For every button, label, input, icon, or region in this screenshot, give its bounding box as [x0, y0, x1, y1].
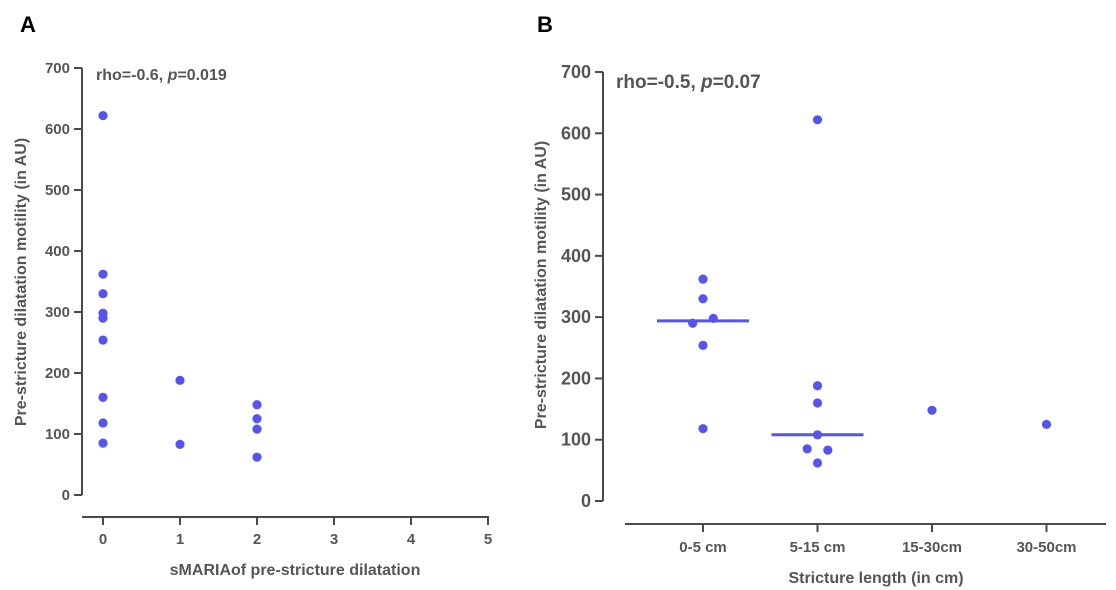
panel-a-data-point: [98, 392, 108, 402]
panel-b-stat-p: p: [700, 72, 713, 93]
panel-a-data-point: [98, 335, 108, 345]
panel-a-stat-suffix: =0.019: [177, 67, 226, 84]
panel-b-y-tick-label: 700: [561, 62, 591, 82]
panel-b-x-tick-label: 0-5 cm: [679, 539, 727, 556]
panel-a-y-axis: 0 100 200 300 400 500 600 700: [45, 60, 83, 504]
panel-a-stat-prefix: rho=-0.6,: [96, 67, 168, 84]
panel-b-data-point: [802, 444, 812, 454]
panel-b-x-tick-label: 30-50cm: [1016, 539, 1076, 556]
panel-b-x-axis-title: Stricture length (in cm): [788, 570, 963, 587]
panel-a-x-axis: 0 1 2 3 4 5: [82, 516, 492, 548]
panel-a: A rho=-0.6, p=0.019 0 100 200 300 400 500 600 7…: [13, 12, 492, 579]
panel-a-y-axis-title: Pre-stricture dilatation motility (in AU…: [13, 138, 30, 426]
panel-b-data-point: [698, 424, 708, 434]
panel-a-y-tick-label: 600: [45, 121, 70, 138]
panel-b-y-axis: 0 100 200 300 400 500 600 700: [561, 62, 604, 511]
panel-b-data-point: [698, 340, 708, 350]
panel-b-y-tick-label: 300: [561, 307, 591, 327]
panel-a-data-point: [98, 438, 108, 448]
panel-a-y-tick-label: 300: [45, 304, 70, 321]
panel-a-y-tick-label: 700: [45, 60, 70, 77]
panel-b-x-tick-label: 5-15 cm: [790, 539, 846, 556]
panel-a-x-tick-label: 4: [407, 531, 416, 548]
panel-a-data-point: [252, 424, 262, 434]
panel-b-data-point: [698, 274, 708, 284]
panel-a-data-point: [98, 110, 108, 121]
panel-b-data-point: [812, 115, 823, 125]
panel-a-y-tick-label: 100: [45, 426, 70, 443]
panel-b-y-tick-label: 0: [581, 491, 591, 511]
panel-b-y-tick-label: 600: [561, 123, 591, 143]
panel-a-data-point: [175, 375, 185, 385]
panel-b-data-point: [812, 398, 823, 408]
panel-a-data-point: [252, 414, 262, 424]
panel-a-x-tick-label: 3: [330, 531, 338, 548]
panel-b-data-point: [688, 318, 698, 328]
panel-a-label: A: [20, 12, 36, 37]
panel-b-label: B: [537, 12, 553, 37]
panel-a-data-point: [98, 289, 108, 299]
panel-b-x-tick-label: 15-30cm: [902, 539, 962, 556]
panel-b-data-point: [1041, 419, 1052, 429]
panel-b-points: [688, 115, 1052, 468]
panel-b-y-tick-label: 500: [561, 185, 591, 205]
panel-b-medians: [657, 319, 864, 437]
panel-a-x-tick-label: 5: [484, 531, 492, 548]
panel-b-stat-prefix: rho=-0.5,: [616, 72, 701, 93]
panel-a-x-tick-label: 2: [253, 531, 261, 548]
panel-a-data-point: [98, 269, 108, 279]
panel-a-y-tick-label: 0: [62, 487, 70, 504]
panel-b-y-tick-label: 100: [561, 430, 591, 450]
panel-b-data-point: [812, 381, 823, 391]
panel-b-stat-annotation: rho=-0.5, p=0.07: [616, 72, 761, 93]
panel-b-data-point: [812, 458, 823, 468]
panel-a-y-tick-label: 400: [45, 243, 70, 260]
panel-b-stat-suffix: =0.07: [713, 72, 761, 93]
panel-a-x-tick-label: 0: [99, 531, 107, 548]
panel-a-y-tick-label: 200: [45, 365, 70, 382]
panel-b-y-axis-title: Pre-stricture dilatation motility (in AU…: [533, 141, 550, 429]
panel-b-x-axis: 0-5 cm 5-15 cm 15-30cm 30-50cm: [625, 523, 1106, 556]
panel-a-stat-annotation: rho=-0.6, p=0.019: [96, 67, 227, 84]
panel-a-data-point: [98, 418, 108, 428]
panel-a-stat-p: p: [167, 67, 178, 84]
panel-b-data-point: [812, 430, 823, 440]
panel-a-data-point: [252, 452, 262, 462]
panel-a-data-point: [252, 400, 262, 410]
panel-b: B rho=-0.5, p=0.07 0 100 200 300 400 500 600 70…: [533, 12, 1106, 587]
panel-b-data-point: [708, 313, 718, 323]
panel-a-x-axis-title: sMARIAof pre-stricture dilatation: [170, 562, 421, 579]
panel-b-data-point: [698, 294, 708, 304]
panel-b-y-tick-label: 200: [561, 368, 591, 388]
panel-a-data-point: [98, 313, 108, 323]
panel-b-data-point: [823, 445, 833, 455]
panel-b-y-tick-label: 400: [561, 246, 591, 266]
panel-a-points: [98, 110, 262, 462]
panel-a-y-tick-label: 500: [45, 182, 70, 199]
panel-a-x-tick-label: 1: [176, 531, 184, 548]
panel-b-data-point: [927, 405, 937, 415]
panel-a-data-point: [175, 439, 185, 449]
